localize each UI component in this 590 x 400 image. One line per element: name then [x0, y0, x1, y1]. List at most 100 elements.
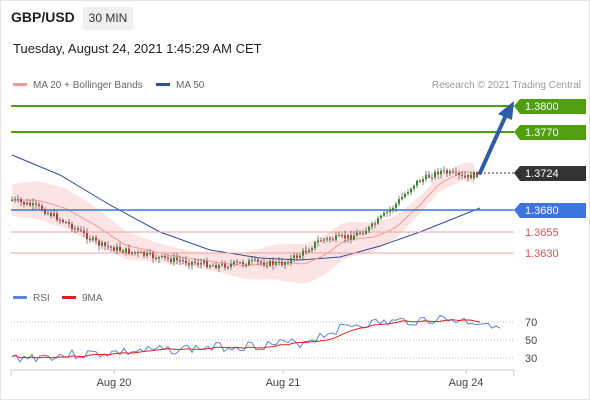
x-label-aug20: Aug 20 [97, 377, 132, 389]
ma20-swatch [13, 82, 27, 86]
candlesticks [11, 166, 478, 272]
candle-body [35, 203, 37, 205]
candle-body [224, 264, 226, 268]
forecast-arrow [478, 113, 508, 175]
timeframe-button[interactable]: 30 MIN [83, 7, 133, 30]
ma9-swatch [62, 295, 76, 299]
candle-body [245, 264, 247, 266]
candle-body [80, 230, 82, 231]
candle-body [20, 199, 22, 203]
price-label-4: 1.3680 [514, 203, 586, 218]
candle-body [425, 174, 427, 180]
price-label-2: 1.3770 [514, 125, 586, 140]
candle-body [416, 180, 418, 186]
candle-body [281, 261, 283, 265]
legend-ma50: MA 50 [156, 80, 204, 91]
candle-body [137, 252, 139, 253]
candle-body [407, 192, 409, 194]
legend-9ma-label: 9MA [82, 293, 103, 304]
candle-body [401, 197, 403, 200]
candle-body [113, 247, 115, 251]
candle-body [155, 258, 157, 259]
candle-body [311, 248, 313, 251]
candle-body [32, 203, 34, 206]
candle-body [362, 233, 364, 235]
candle-body [131, 252, 133, 254]
candle-body [74, 228, 76, 230]
candle-body [242, 262, 244, 265]
candle-body [230, 264, 232, 267]
candle-body [440, 170, 442, 175]
candle-body [29, 202, 31, 206]
candle-body [104, 242, 106, 246]
candle-body [392, 207, 394, 210]
candle-body [263, 262, 265, 266]
price-label-3-box [514, 166, 586, 181]
candle-body [344, 235, 346, 239]
candle-body [215, 265, 217, 269]
candle-body [266, 265, 268, 267]
candle-body [353, 235, 355, 240]
price-label-6: 1.3630 [525, 248, 559, 260]
candle-body [296, 255, 298, 258]
candle-body [167, 257, 169, 259]
candle-body [89, 239, 91, 241]
candle-body [449, 171, 451, 174]
candle-body [383, 212, 385, 216]
candle-body [260, 261, 262, 263]
candle-body [398, 199, 400, 204]
candle-body [317, 240, 319, 243]
candle-body [371, 223, 373, 227]
candle-body [257, 259, 259, 262]
candle-body [461, 174, 463, 176]
candle-body [251, 259, 253, 261]
candle-body [152, 253, 154, 259]
candle-body [194, 261, 196, 263]
rsi-swatch [13, 295, 27, 299]
candle-body [197, 263, 199, 265]
candle-body [149, 253, 151, 255]
price-label-2-box [514, 125, 586, 140]
candle-body [200, 263, 202, 265]
candle-body [332, 239, 334, 241]
candle-body [86, 233, 88, 240]
candle-body [275, 262, 277, 265]
candle-body [182, 260, 184, 262]
candle-body [62, 220, 64, 222]
candle-body [176, 257, 178, 261]
report-datetime: Tuesday, August 24, 2021 1:45:29 AM CET [13, 41, 262, 56]
candle-body [413, 185, 415, 189]
candle-body [458, 172, 460, 175]
candle-body [26, 202, 28, 205]
candle-body [359, 232, 361, 234]
candle-body [227, 266, 229, 268]
candle-body [110, 246, 112, 248]
ma50-line [11, 154, 481, 261]
candle-body [422, 179, 424, 182]
price-label-1-text: 1.3800 [525, 101, 559, 113]
candle-body [380, 215, 382, 219]
candle-body [368, 226, 370, 231]
candle-body [284, 262, 286, 265]
candle-body [302, 250, 304, 256]
candle-body [188, 263, 190, 265]
candle-body [248, 260, 250, 265]
price-label-5: 1.3655 [525, 227, 559, 239]
x-label-aug21: Aug 21 [266, 377, 301, 389]
forecast-arrowhead [498, 101, 514, 120]
candle-body [164, 255, 166, 258]
candle-body [59, 219, 61, 221]
candle-body [443, 170, 445, 172]
candle-body [293, 255, 295, 258]
legend-ma20: MA 20 + Bollinger Bands [13, 80, 143, 91]
legend-ma50-label: MA 50 [176, 80, 205, 91]
price-label-4-box [514, 203, 586, 218]
candle-body [41, 205, 43, 211]
currency-pair-title: GBP/USD [11, 9, 75, 25]
price-label-1-box [514, 99, 586, 114]
candle-body [356, 232, 358, 236]
rsi-scale-30: 30 [525, 353, 537, 365]
candle-body [431, 177, 433, 179]
candle-body [395, 203, 397, 208]
legend-ma20-label: MA 20 + Bollinger Bands [33, 80, 143, 91]
